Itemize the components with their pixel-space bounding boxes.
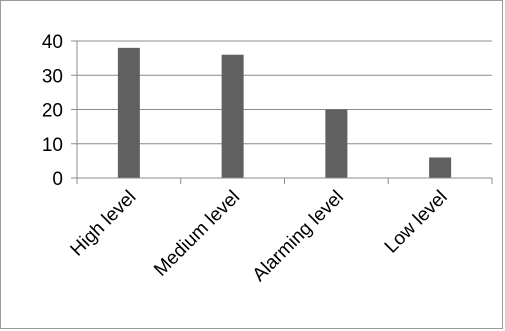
bar-alarming-level: [325, 109, 348, 178]
y-tick-label-30: 30: [42, 66, 63, 87]
axes: [71, 40, 493, 184]
x-tick-label-medium-level: Medium level: [150, 187, 244, 281]
x-tick-label-alarming-level: Alarming level: [249, 187, 348, 286]
bar-high-level: [117, 47, 140, 178]
y-tick-label-10: 10: [42, 135, 63, 156]
y-tick-labels: 0 10 20 30 40: [42, 32, 63, 190]
y-tick-label-20: 20: [42, 101, 63, 122]
bar-low-level: [429, 157, 452, 178]
gridlines: [77, 40, 492, 145]
bars: [117, 47, 452, 179]
x-tick-labels: High level Medium level Alarming level Low …: [67, 187, 452, 286]
bar-medium-level: [221, 54, 244, 179]
x-tick-label-low-level: Low level: [381, 187, 452, 258]
y-tick-label-40: 40: [42, 32, 63, 53]
x-tick-label-high-level: High level: [67, 187, 141, 261]
y-tick-label-0: 0: [52, 169, 63, 190]
